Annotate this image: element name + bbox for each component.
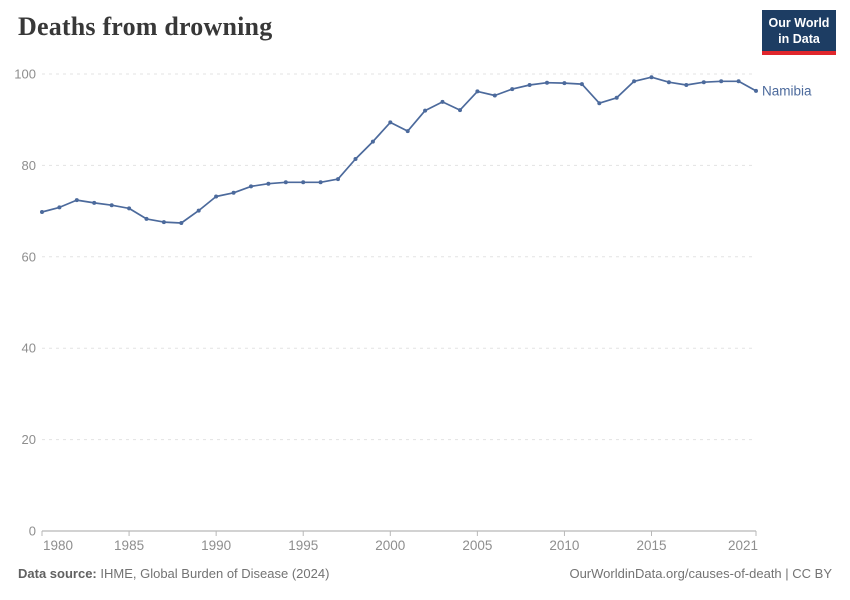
data-point[interactable] (370, 139, 375, 144)
data-point[interactable] (701, 80, 706, 85)
data-point[interactable] (266, 181, 271, 186)
data-point[interactable] (57, 205, 62, 210)
data-point[interactable] (161, 220, 166, 225)
data-point[interactable] (545, 80, 549, 85)
data-point[interactable] (74, 198, 79, 203)
data-point[interactable] (283, 180, 288, 185)
data-point[interactable] (649, 75, 654, 80)
data-point[interactable] (458, 108, 462, 113)
chart-line[interactable] (41, 76, 757, 224)
data-point[interactable] (597, 101, 602, 106)
x-tick-label: 2015 (636, 538, 666, 553)
data-point[interactable] (632, 79, 637, 84)
data-point[interactable] (109, 203, 114, 208)
data-point[interactable] (127, 206, 132, 211)
owid-logo[interactable]: Our World in Data (762, 10, 836, 55)
x-tick-label: 1990 (201, 538, 231, 553)
x-tick-label: 2021 (728, 538, 758, 553)
x-tick-label: 1995 (288, 538, 318, 553)
x-tick-label: 1980 (43, 538, 73, 553)
y-tick-label: 60 (22, 249, 36, 264)
data-point[interactable] (301, 180, 306, 185)
owid-logo-line1: Our World (768, 16, 830, 30)
data-point[interactable] (40, 210, 44, 214)
y-tick-label: 0 (29, 524, 36, 539)
data-source: Data source: IHME, Global Burden of Dise… (18, 566, 329, 581)
data-point[interactable] (144, 216, 149, 221)
data-point[interactable] (719, 79, 724, 84)
chart-footer: Data source: IHME, Global Burden of Dise… (18, 566, 832, 581)
data-point[interactable] (249, 184, 253, 189)
data-source-text: IHME, Global Burden of Disease (2024) (100, 566, 330, 581)
data-point[interactable] (492, 93, 497, 98)
footer-license[interactable]: OurWorldinData.org/causes-of-death | CC … (569, 566, 832, 581)
data-point[interactable] (736, 79, 741, 84)
y-tick-label: 20 (22, 432, 36, 447)
data-point[interactable] (231, 190, 236, 195)
data-point[interactable] (336, 177, 340, 182)
x-tick-label: 2010 (549, 538, 579, 553)
data-point[interactable] (527, 83, 532, 87)
owid-logo-line2: in Data (778, 32, 820, 46)
data-point[interactable] (562, 81, 567, 86)
page-title: Deaths from drowning (18, 12, 273, 41)
data-point[interactable] (353, 157, 358, 161)
data-point[interactable] (318, 180, 323, 185)
data-point[interactable] (666, 80, 671, 85)
data-point[interactable] (684, 83, 689, 87)
data-point[interactable] (614, 95, 619, 100)
data-point[interactable] (388, 120, 393, 125)
data-point[interactable] (405, 129, 410, 134)
series-label-namibia[interactable]: Namibia (762, 83, 812, 98)
data-point[interactable] (579, 82, 584, 87)
data-point[interactable] (179, 221, 184, 225)
y-tick-label: 100 (14, 67, 36, 82)
y-tick-label: 80 (22, 158, 36, 173)
data-point[interactable] (92, 200, 97, 205)
x-tick-label: 1985 (114, 538, 144, 553)
data-point[interactable] (475, 89, 480, 94)
data-point[interactable] (440, 99, 445, 104)
data-point[interactable] (754, 88, 758, 93)
data-source-label: Data source: (18, 566, 97, 581)
data-point[interactable] (510, 87, 515, 92)
data-point[interactable] (196, 208, 201, 213)
x-tick-label: 2000 (375, 538, 405, 553)
y-tick-label: 40 (22, 341, 36, 356)
x-tick-label: 2005 (462, 538, 492, 553)
data-point[interactable] (423, 108, 428, 113)
data-point[interactable] (214, 194, 219, 199)
